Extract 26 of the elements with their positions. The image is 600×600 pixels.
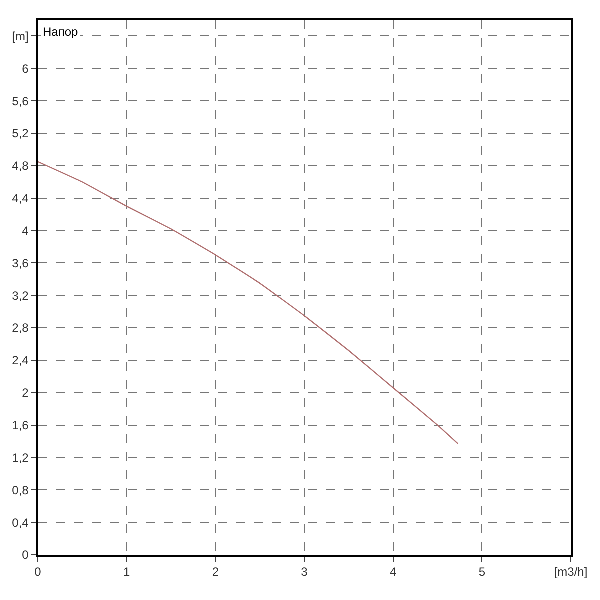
text: Напор <box>43 25 79 39</box>
y-tick-label: 4,8 <box>12 159 30 174</box>
y-tick-label: [m] <box>12 29 29 44</box>
y-tick-label: 4 <box>22 224 30 238</box>
y-tick-label: 6 <box>22 62 30 76</box>
x-tick-label: 5 <box>478 565 486 580</box>
x-tick-label: 4 <box>390 565 397 580</box>
y-tick-label: 1,6 <box>12 418 30 432</box>
y-tick-label: 0,8 <box>12 483 30 498</box>
y-tick-label: 0,4 <box>12 516 30 530</box>
x-tick-label: 1 <box>123 565 130 580</box>
y-tick-label: 1,2 <box>12 450 30 465</box>
x-tick-label: 0 <box>34 565 42 580</box>
x-tick-label: 3 <box>301 565 308 580</box>
line-series <box>38 161 459 445</box>
y-tick-label: 5,2 <box>12 126 30 141</box>
y-tick-label: 3,2 <box>12 288 30 303</box>
x-tick-label: [m3/h] <box>554 565 588 580</box>
y-tick-label: 2,8 <box>12 321 30 336</box>
y-tick-label: 4,4 <box>12 192 30 206</box>
x-tick-label: 2 <box>212 565 220 580</box>
y-tick-label: 2 <box>22 386 30 400</box>
y-tick-label: 0 <box>22 548 30 562</box>
y-tick-label: 5,6 <box>12 94 30 108</box>
y-tick-label: 2,4 <box>12 354 30 368</box>
y-tick-label: 3,6 <box>12 256 30 270</box>
